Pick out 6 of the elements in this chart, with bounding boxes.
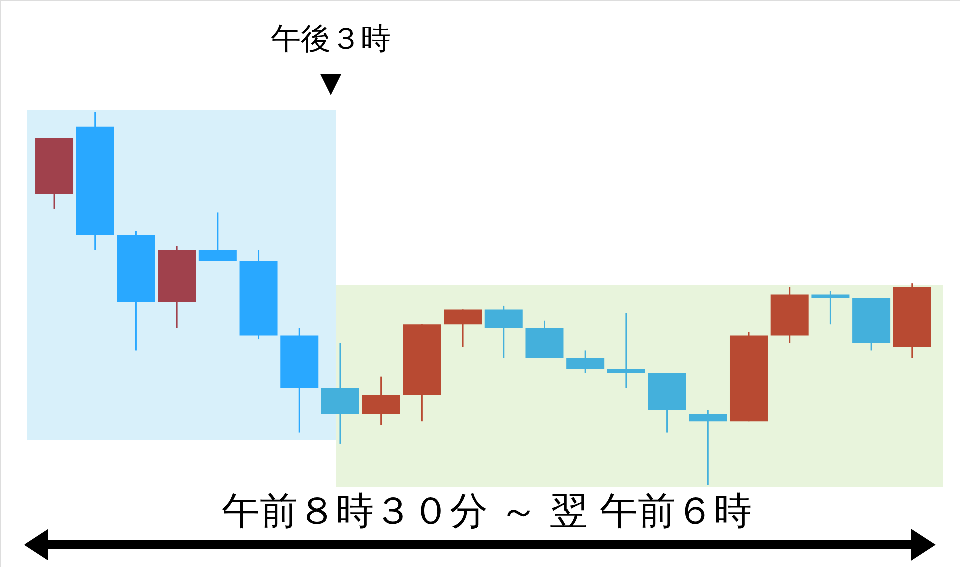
candlestick	[812, 290, 850, 326]
text: 午前８時３０分 ～ 翌 午前６時	[222, 489, 752, 533]
candlestick	[607, 312, 646, 389]
text: ▼	[320, 66, 342, 99]
candlestick	[689, 410, 728, 486]
text: 午後３時	[271, 22, 391, 57]
